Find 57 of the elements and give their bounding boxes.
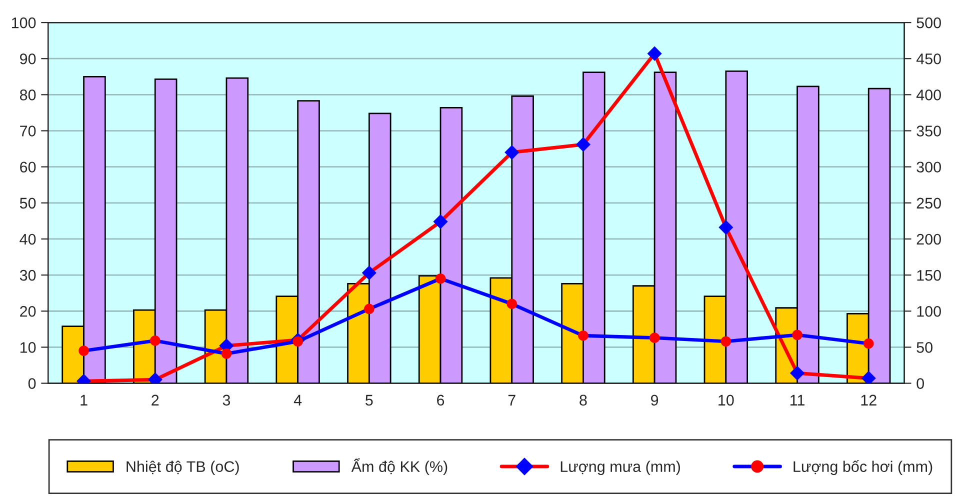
y-tick-label: 90 (20, 53, 36, 64)
y2-tick-label: 300 (916, 162, 941, 173)
point (578, 330, 588, 341)
x-tick-label: 11 (790, 394, 804, 406)
point (718, 220, 734, 235)
point (792, 330, 802, 340)
point (362, 266, 376, 280)
y-tick-label: 60 (20, 162, 36, 173)
y-tick-label: 100 (12, 17, 36, 28)
y2-tick-label: 150 (917, 270, 941, 281)
point (649, 332, 660, 343)
y2-tick-label: 50 (916, 342, 932, 353)
legend-label: Nhiệt độ TB (oC) (126, 460, 239, 476)
x-tick-label: 2 (152, 394, 159, 406)
x-tick-label: 12 (861, 394, 876, 406)
x-tick-label: 10 (718, 394, 734, 406)
point (364, 304, 374, 314)
x-tick-label: 9 (651, 394, 658, 406)
legend-label: Lượng mưa (mm) (560, 460, 680, 476)
y2-tick-label: 250 (916, 198, 941, 209)
y2-tick-label: 100 (917, 306, 941, 317)
point (433, 214, 448, 229)
x-tick-label: 7 (508, 394, 516, 406)
point (720, 336, 732, 347)
y2-tick-label: 350 (916, 126, 941, 136)
y-tick-label: 40 (20, 234, 36, 245)
point (150, 336, 160, 346)
y-tick-label: 70 (20, 126, 36, 136)
point (435, 274, 446, 284)
point (78, 346, 89, 356)
x-tick-label: 1 (80, 394, 88, 406)
y-tick-label: 50 (20, 198, 36, 209)
x-tick-label: 3 (222, 394, 230, 406)
y2-tick-label: 450 (916, 53, 941, 64)
point (863, 338, 874, 349)
y2-tick-label: 500 (916, 17, 941, 28)
y-tick-label: 80 (20, 90, 36, 100)
legend-label: Lượng bốc hơi (mm) (794, 460, 932, 476)
y2-tick-label: 200 (916, 234, 941, 245)
y2-tick-label: 0 (916, 378, 924, 389)
y2-tick-label: 400 (916, 90, 941, 100)
y-tick-label: 10 (20, 342, 36, 353)
point (506, 298, 518, 310)
point (861, 370, 876, 384)
point (576, 137, 590, 152)
point (221, 348, 232, 359)
y-tick-label: 20 (20, 306, 36, 317)
legend-label: Ẩm độ KK (%) (351, 458, 448, 476)
y-tick-label: 0 (28, 378, 36, 389)
point (504, 145, 520, 160)
y-tick-label: 30 (20, 270, 36, 281)
x-tick-label: 4 (294, 394, 302, 406)
x-tick-label: 5 (366, 394, 373, 406)
point (790, 366, 805, 380)
x-tick-label: 8 (580, 394, 587, 406)
x-tick-label: 6 (437, 394, 444, 406)
point (647, 46, 662, 61)
